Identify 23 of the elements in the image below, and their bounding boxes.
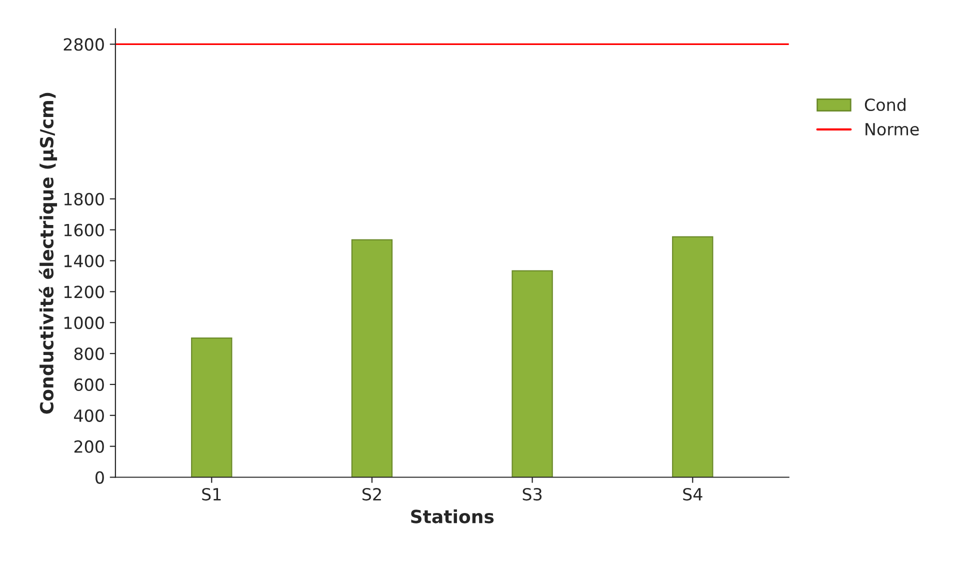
bar: [351, 239, 393, 478]
y-tick-label: 600: [74, 378, 104, 392]
y-tick-label: 200: [74, 440, 104, 453]
bar: [191, 338, 232, 478]
y-tick-label: 800: [74, 347, 104, 360]
y-axis-title: Conductivité électrique (µS/cm): [38, 92, 58, 414]
x-tick-label: S2: [362, 488, 381, 501]
y-tick-label: 400: [74, 409, 104, 422]
bar: [512, 270, 553, 478]
y-tick-label: 2800: [64, 38, 104, 51]
y-tick-label: 0: [96, 471, 104, 484]
y-tick-label: 1200: [64, 286, 104, 298]
y-tick-label: 1800: [64, 192, 104, 206]
legend-label: Norme: [866, 123, 919, 136]
y-tick-label: 1000: [64, 316, 104, 330]
bar: [672, 236, 714, 478]
x-axis-title: Stations: [411, 509, 494, 524]
x-tick-label: S1: [202, 488, 221, 501]
legend-label: Cond: [864, 98, 906, 112]
x-tick-label: S3: [522, 488, 542, 501]
y-tick-label: 1400: [64, 254, 104, 268]
x-tick-label: S4: [683, 488, 702, 501]
y-tick-label: 1600: [64, 224, 104, 236]
